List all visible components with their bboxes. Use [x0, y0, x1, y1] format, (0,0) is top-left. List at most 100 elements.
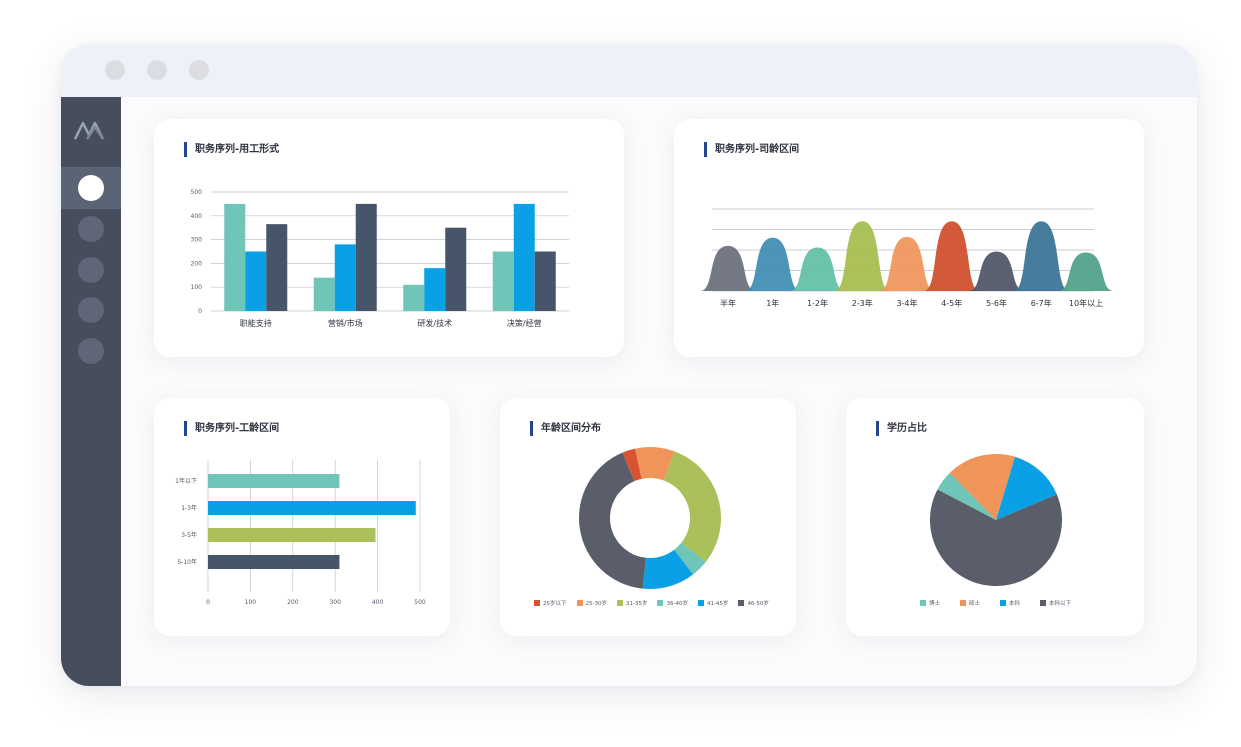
bar	[403, 284, 425, 311]
pie-slice	[930, 489, 1062, 586]
education-pie-chart	[930, 454, 1062, 586]
legend-label: 31-35岁	[625, 601, 648, 607]
age-legend: 25岁以下 25-30岁 31-35岁 36-40岁 41-45岁 46-50岁	[534, 599, 769, 607]
education-legend: 博士 硕士 本科 本科以下	[920, 599, 1071, 607]
area-peak	[879, 236, 935, 291]
age-donut-chart	[579, 447, 721, 589]
legend-label: 36-40岁	[666, 601, 688, 607]
bar	[208, 555, 340, 569]
bar	[355, 203, 377, 311]
card-title: 职务序列-用工形式	[184, 142, 279, 157]
sidebar-item-4-icon[interactable]	[78, 297, 104, 323]
legend-swatch	[657, 600, 664, 606]
x-category-label: 10年以上	[1069, 298, 1103, 308]
x-category-label: 1年	[766, 298, 779, 308]
x-category-label: 5-6年	[986, 298, 1007, 308]
bar	[245, 251, 267, 311]
area-peak	[834, 221, 891, 291]
y-category-label: 1-3年	[181, 504, 197, 512]
logo-icon	[73, 121, 105, 140]
x-tick-label: 0	[206, 599, 210, 606]
x-category-label: 2-3年	[852, 298, 873, 308]
x-tick-label: 400	[372, 599, 384, 606]
legend-label: 46-50岁	[747, 601, 769, 607]
legend-swatch	[576, 600, 583, 606]
legend-swatch	[920, 600, 926, 606]
bar	[224, 203, 246, 311]
legend-label: 本科	[1009, 601, 1021, 607]
x-tick-label: 300	[329, 599, 341, 606]
donut-slice	[622, 448, 642, 482]
bar	[313, 277, 335, 311]
app-window: 职务序列-用工形式 0 100 200 300 400 500 职能支持 营销/市场 研发/技术…	[61, 44, 1197, 686]
bar	[513, 203, 535, 311]
x-category-label: 营销/市场	[328, 318, 363, 328]
x-tick-label: 500	[414, 599, 426, 606]
legend-item: 46-50岁	[738, 599, 769, 607]
legend-swatch	[738, 600, 745, 606]
legend-swatch	[1000, 600, 1007, 606]
area-peak	[923, 221, 980, 291]
legend-label: 25-30岁	[585, 601, 607, 607]
legend-item: 硕士	[960, 599, 980, 607]
bar	[492, 251, 514, 311]
bar	[266, 224, 288, 311]
bar	[208, 474, 340, 488]
bar	[208, 501, 416, 515]
x-category-label: 决策/经营	[507, 318, 542, 328]
legend-item: 25岁以下	[534, 599, 567, 607]
legend-item: 本科以下	[1040, 599, 1071, 607]
window-minimize-button[interactable]	[147, 60, 167, 80]
x-category-label: 1-2年	[807, 298, 828, 308]
legend-label: 博士	[929, 601, 941, 607]
x-tick-label: 200	[287, 599, 299, 606]
legend-label: 硕士	[969, 601, 981, 607]
area-peak	[968, 251, 1025, 291]
y-category-label: 1年以下	[175, 477, 197, 485]
legend-item: 36-40岁	[657, 599, 688, 607]
card-title: 职务序列-工龄区间	[184, 421, 279, 436]
window-maximize-button[interactable]	[189, 60, 209, 80]
sidebar-item-1-icon[interactable]	[78, 175, 104, 201]
legend-item: 41-45岁	[697, 599, 729, 607]
card-title: 职务序列-司龄区间	[704, 142, 799, 157]
window-close-button[interactable]	[105, 60, 125, 80]
pie-slice	[996, 456, 1057, 520]
y-tick-label: 400	[191, 213, 203, 220]
sidebar-item-3-icon[interactable]	[78, 257, 104, 283]
y-category-label: 5-10年	[177, 558, 197, 566]
y-tick-label: 100	[191, 284, 203, 291]
bar	[208, 528, 376, 542]
bar	[534, 251, 556, 311]
x-tick-label: 100	[245, 599, 257, 606]
area-peak	[789, 247, 846, 291]
y-category-label: 3-5年	[181, 531, 197, 539]
y-tick-label: 500	[191, 189, 203, 196]
pie-slice	[937, 472, 996, 520]
title-bar	[61, 44, 1197, 97]
y-tick-label: 200	[191, 260, 203, 267]
x-category-label: 半年	[720, 298, 736, 308]
donut-slice	[674, 542, 706, 575]
sidebar-item-2-icon[interactable]	[78, 216, 104, 242]
area-peak	[1058, 252, 1114, 291]
x-category-label: 研发/技术	[417, 318, 452, 328]
legend-swatch	[616, 600, 623, 606]
x-category-label: 3-4年	[896, 298, 917, 308]
pie-slice	[949, 454, 1016, 520]
y-tick-label: 0	[198, 308, 202, 315]
employment-type-card: 职务序列-用工形式 0 100 200 300 400 500 职能支持 营销/市场 研发/技术…	[154, 119, 624, 357]
donut-slice	[663, 451, 721, 562]
bar	[445, 227, 467, 311]
legend-label: 本科以下	[1049, 601, 1072, 607]
sidebar-item-5-icon[interactable]	[78, 338, 104, 364]
x-category-label: 4-5年	[941, 298, 962, 308]
donut-slice	[579, 452, 646, 589]
tenure-card: 职务序列-司龄区间 半年 1年 1-2年 2-3年 3-4年 4-5年 5-6年 6-7年 10…	[674, 119, 1144, 357]
legend-label: 41-45岁	[706, 601, 729, 607]
seniority-hbar-chart: 0 100 200 300 400 500 1年以下 1-3年 3-5年 5-10年	[175, 460, 426, 606]
area-peak	[1013, 221, 1070, 291]
legend-item: 本科	[1000, 599, 1020, 607]
card-title: 学历占比	[876, 421, 927, 436]
legend-item: 31-35岁	[616, 599, 648, 607]
